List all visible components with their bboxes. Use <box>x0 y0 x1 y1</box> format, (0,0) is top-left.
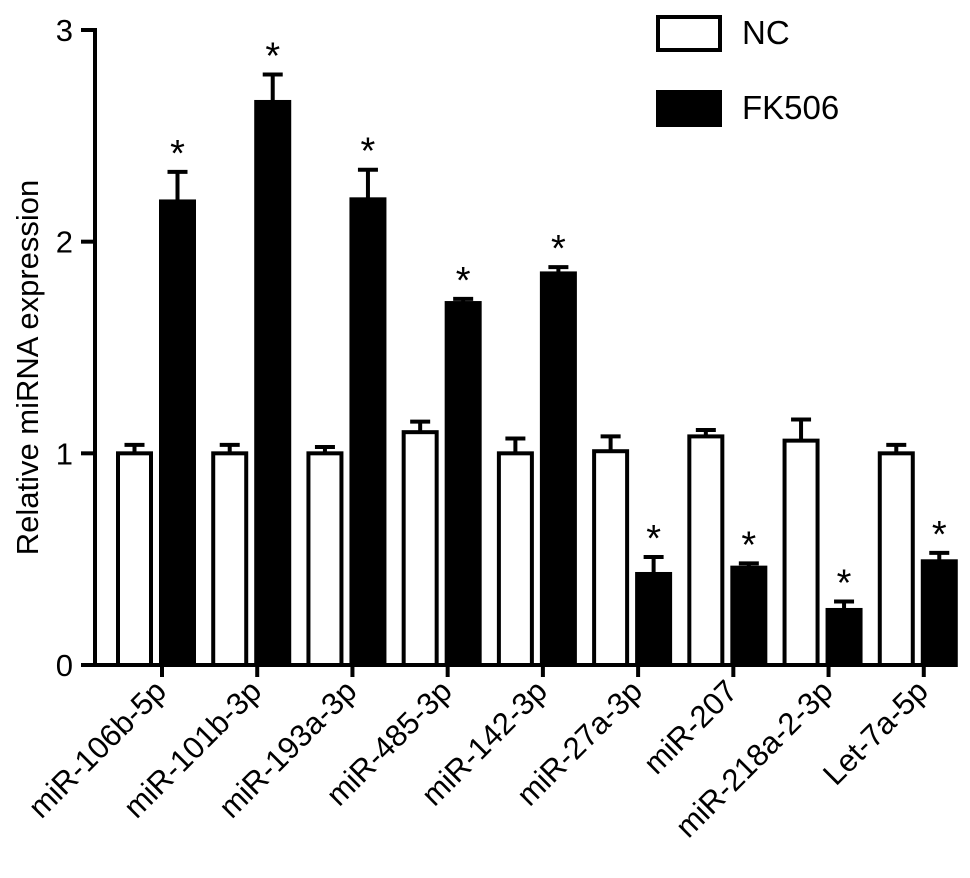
legend-label-fk506: FK506 <box>742 89 839 126</box>
bar-nc <box>877 451 915 668</box>
bar-nc <box>687 434 725 667</box>
bar-fk506 <box>444 301 482 667</box>
legend-swatch-nc <box>656 15 722 52</box>
bar-fk506 <box>825 607 863 668</box>
y-tick-label: 1 <box>56 436 73 471</box>
bar-nc <box>592 449 630 668</box>
bar-fk506 <box>349 197 387 667</box>
significance-marker: * <box>456 260 471 302</box>
y-tick-label: 2 <box>56 225 73 260</box>
significance-marker: * <box>646 518 661 560</box>
bar-nc <box>306 451 344 668</box>
significance-marker: * <box>551 228 566 270</box>
significance-marker: * <box>170 133 185 175</box>
bar-fk506 <box>635 571 673 668</box>
legend: NC FK506 <box>656 14 839 127</box>
bar-fk506 <box>920 559 958 667</box>
significance-marker: * <box>932 514 947 556</box>
bar-fk506 <box>539 271 577 667</box>
bar-nc <box>401 430 439 667</box>
bar-fk506 <box>159 199 196 667</box>
legend-label-nc: NC <box>742 14 790 51</box>
bar-nc <box>116 451 153 668</box>
legend-swatch-fk506 <box>656 90 722 127</box>
significance-marker: * <box>265 35 280 77</box>
y-tick-label: 0 <box>56 648 73 683</box>
bar-fk506 <box>730 565 768 668</box>
significance-marker: * <box>361 131 376 173</box>
y-tick-label: 3 <box>56 13 73 48</box>
bar-fk506 <box>254 99 292 667</box>
y-axis-label: Relative miRNA expression <box>10 180 45 556</box>
bar-nc <box>782 438 820 667</box>
x-category-label: Let-7a-5p <box>816 673 935 792</box>
significance-marker: * <box>837 563 852 605</box>
bar-nc <box>211 451 249 668</box>
significance-marker: * <box>741 524 756 566</box>
bar-nc <box>496 451 534 668</box>
bars <box>116 72 958 668</box>
